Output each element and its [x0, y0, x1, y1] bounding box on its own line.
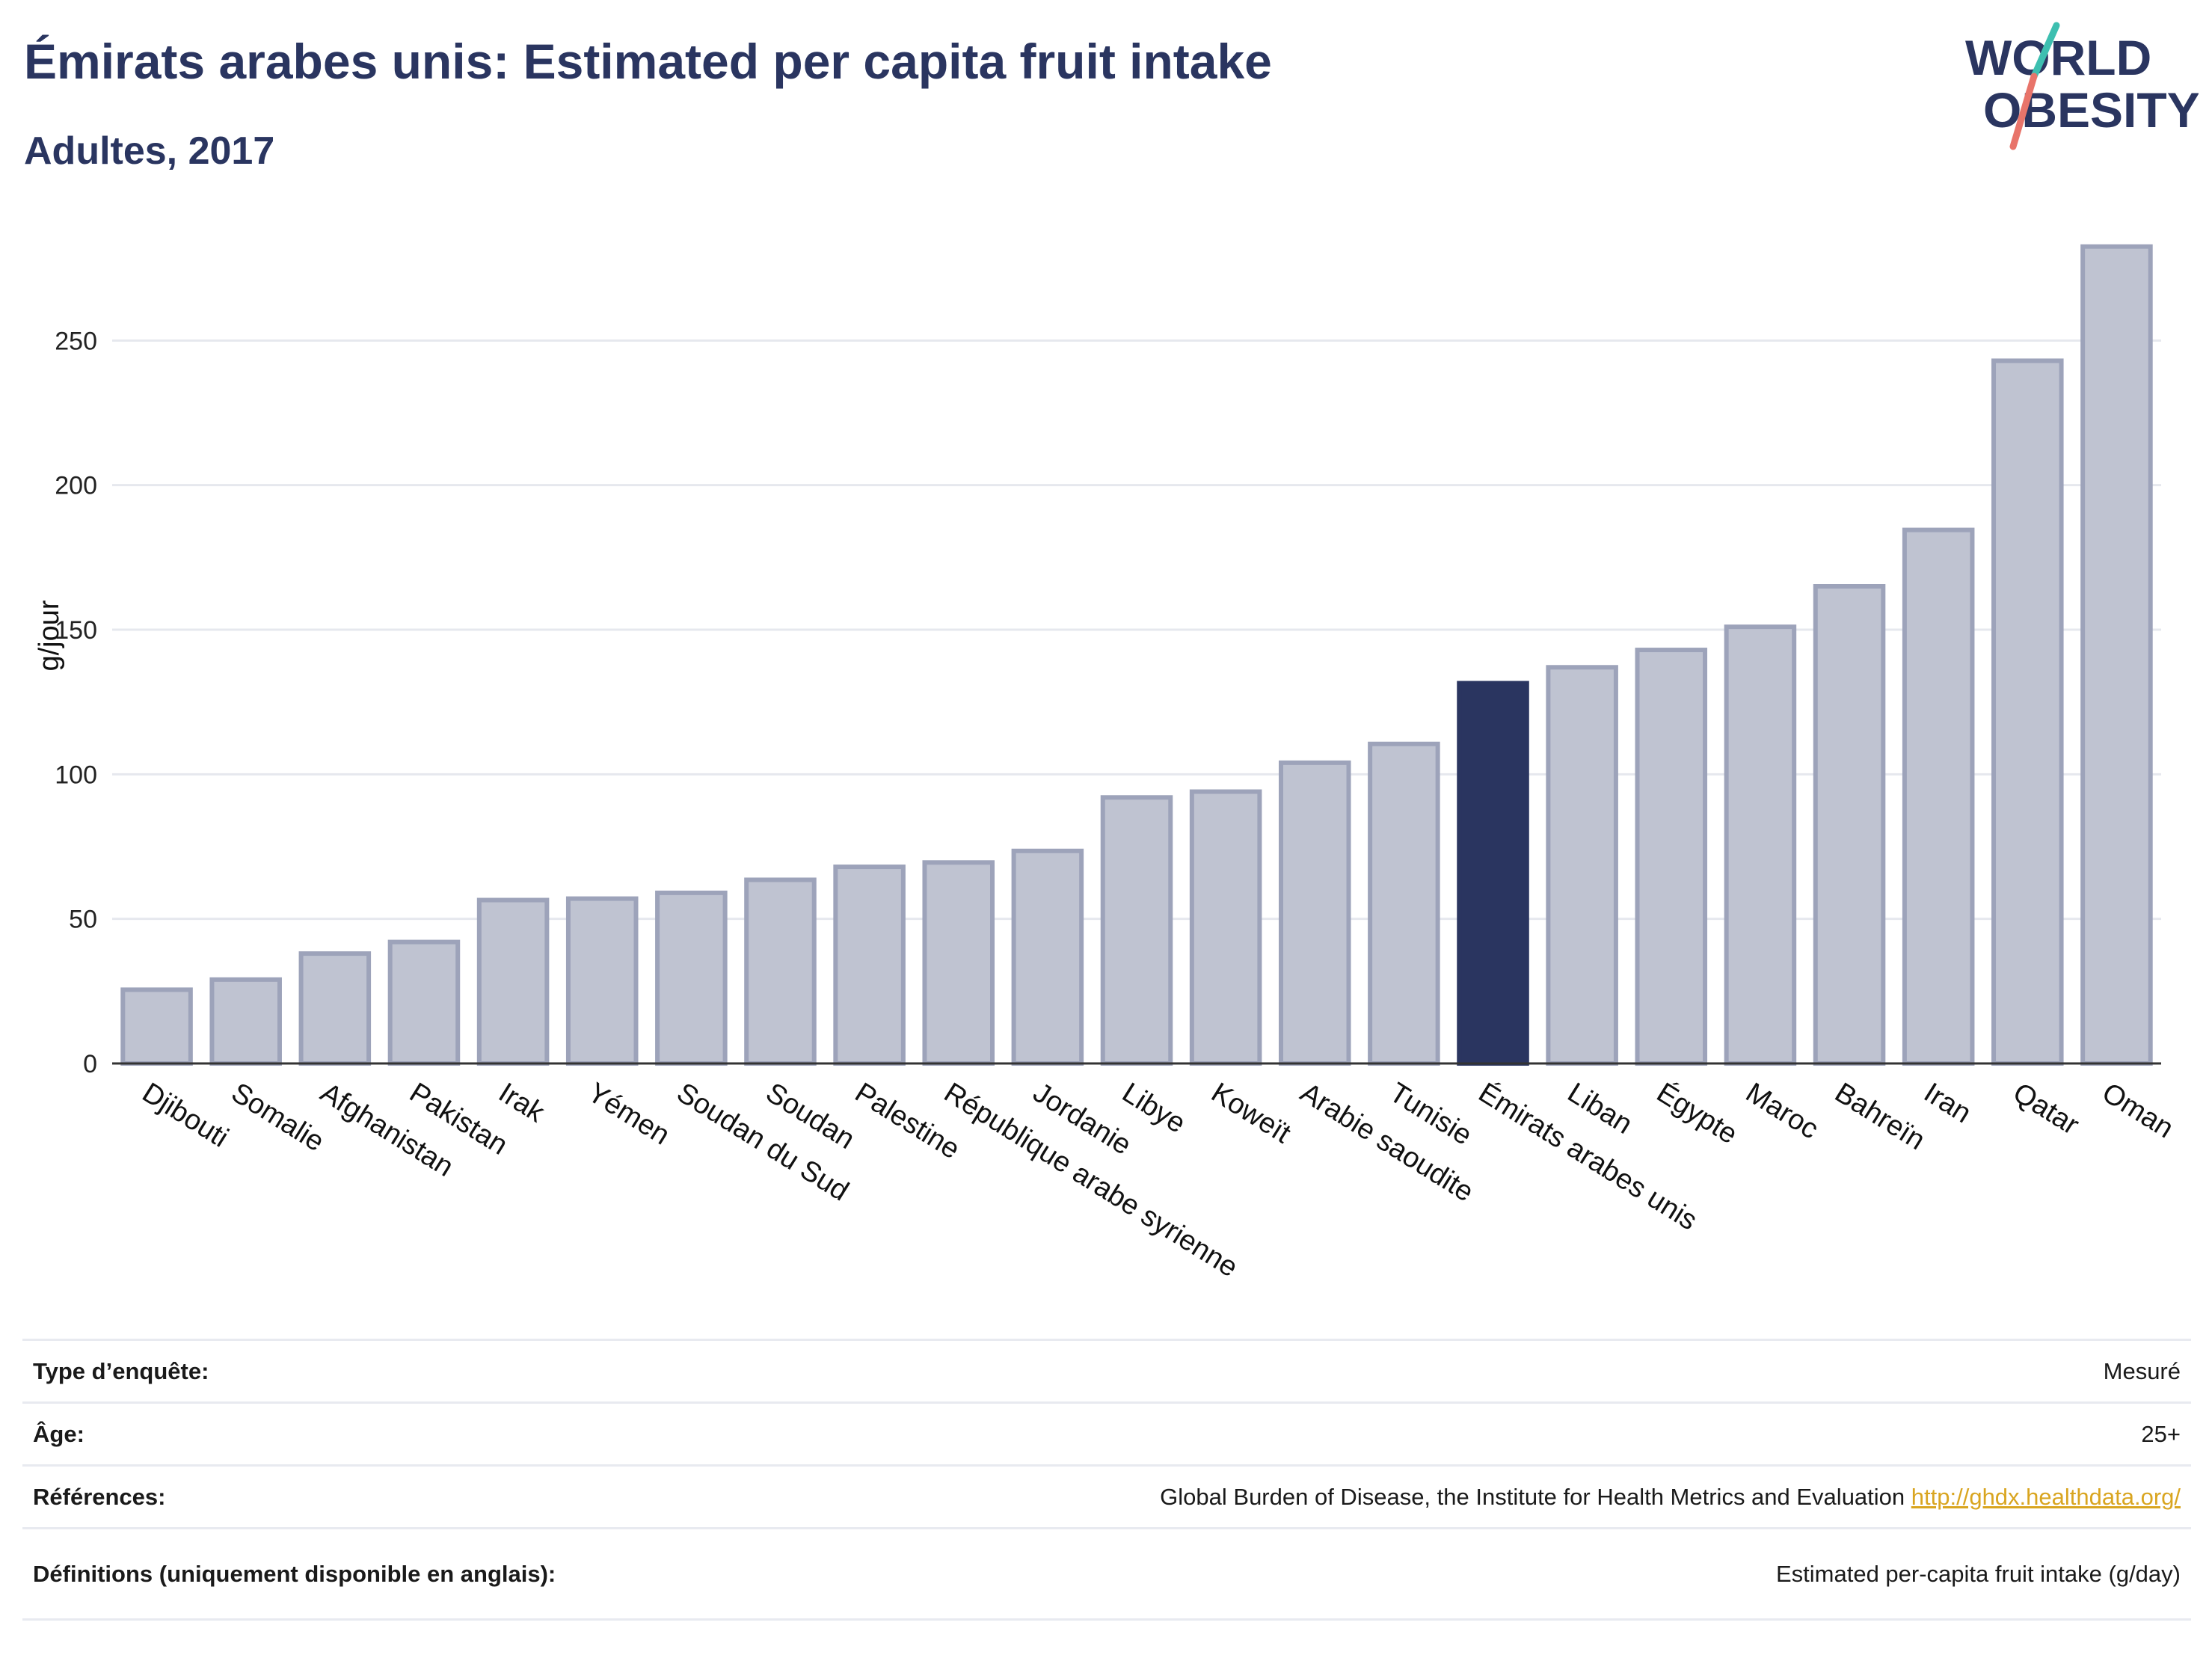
bar-7 — [744, 877, 817, 1066]
chart-subtitle: Adultes, 2017 — [24, 129, 275, 173]
bar-3 — [387, 939, 461, 1066]
reference-text: Global Burden of Disease, the Institute … — [1160, 1483, 1905, 1510]
bar-17 — [1635, 648, 1708, 1066]
bar-18 — [1724, 624, 1797, 1066]
info-value: Estimated per-capita fruit intake (g/day… — [567, 1527, 2191, 1621]
info-row-references: Références: Global Burden of Disease, th… — [22, 1464, 2191, 1529]
y-axis-label: g/jour — [34, 600, 65, 671]
x-tick-label: Somalie — [226, 1077, 330, 1158]
bar-0 — [120, 987, 193, 1066]
y-tick-label: 0 — [83, 1050, 97, 1078]
info-row-age: Âge: 25+ — [22, 1401, 2191, 1466]
world-obesity-logo: WORLD OBESITY — [1965, 22, 2199, 150]
bar-13 — [1278, 760, 1351, 1066]
bar-10 — [1011, 848, 1084, 1066]
bar-4 — [476, 897, 550, 1066]
bar-9 — [922, 860, 995, 1066]
info-row-survey-type: Type d’enquête: Mesuré — [22, 1339, 2191, 1403]
bar-14 — [1368, 741, 1440, 1066]
x-tick-label: Yémen — [582, 1077, 675, 1151]
y-tick-label: 200 — [55, 472, 97, 500]
bar-12 — [1189, 789, 1262, 1066]
x-tick-label: Qatar — [2008, 1077, 2085, 1141]
info-key: Définitions (uniquement disponible en an… — [22, 1527, 567, 1621]
bar-16 — [1546, 665, 1618, 1066]
bar-1 — [209, 977, 282, 1066]
x-tick-label: Maroc — [1740, 1077, 1824, 1146]
bars — [120, 244, 2153, 1066]
x-tick-label: Koweït — [1205, 1077, 1296, 1149]
x-tick-label: Oman — [2097, 1077, 2179, 1144]
x-tick-label: Djibouti — [137, 1077, 234, 1154]
x-tick-label: Égypte — [1651, 1076, 1743, 1150]
info-value: Mesuré — [567, 1339, 2191, 1403]
x-tick-label: Irak — [493, 1077, 550, 1129]
y-tick-label: 50 — [69, 906, 97, 934]
info-value: Global Burden of Disease, the Institute … — [567, 1464, 2191, 1529]
bar-chart: 050100150200250DjiboutiSomalieAfghanista… — [34, 244, 2179, 1283]
bar-22 — [2080, 244, 2153, 1066]
bar-19 — [1813, 584, 1886, 1066]
info-key: Références: — [22, 1464, 567, 1529]
bar-20 — [1902, 527, 1975, 1066]
chart-title: Émirats arabes unis: Estimated per capit… — [24, 34, 1272, 89]
bar-2 — [298, 951, 372, 1066]
info-value: 25+ — [567, 1401, 2191, 1466]
info-table: Type d’enquête: Mesuré Âge: 25+ Référenc… — [22, 1339, 2191, 1621]
y-tick-label: 250 — [55, 327, 97, 355]
bar-11 — [1100, 795, 1173, 1066]
info-key: Âge: — [22, 1401, 567, 1466]
bar-21 — [1991, 358, 2064, 1066]
logo-line1: WORLD — [1965, 30, 2151, 85]
bar-8 — [833, 865, 906, 1066]
bar-6 — [655, 890, 728, 1066]
reference-link[interactable]: http://ghdx.healthdata.org/ — [1911, 1483, 2181, 1510]
y-tick-label: 150 — [55, 616, 97, 645]
x-tick-label: Bahreïn — [1829, 1077, 1930, 1156]
bar-15 — [1457, 681, 1529, 1066]
info-row-definitions: Définitions (uniquement disponible en an… — [22, 1527, 2191, 1621]
x-tick-label: Iran — [1918, 1077, 1976, 1129]
bar-5 — [565, 896, 639, 1066]
info-key: Type d’enquête: — [22, 1339, 567, 1403]
y-tick-label: 100 — [55, 761, 97, 789]
